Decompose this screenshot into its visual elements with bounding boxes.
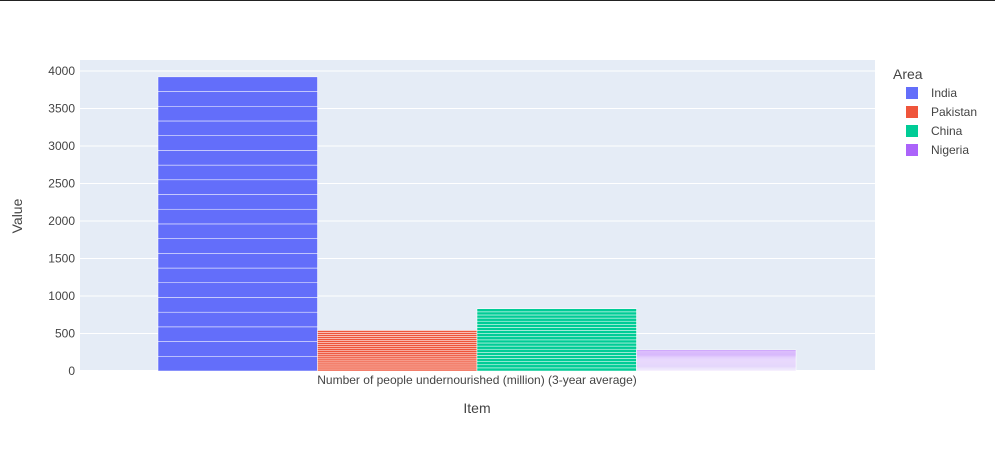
- y-tick-label: 3500: [48, 102, 75, 116]
- bar-segment: [157, 120, 318, 136]
- y-axis-title: Value: [9, 198, 25, 233]
- bar-segment: [476, 330, 637, 334]
- bar-segment: [317, 330, 478, 333]
- bar-segment: [157, 311, 318, 328]
- bar-segment: [476, 317, 637, 322]
- bar-segment: [317, 336, 478, 339]
- bar-segment: [476, 327, 637, 331]
- legend: Area India Pakistan China Nigeria: [893, 66, 977, 157]
- bar-segment: [317, 346, 478, 349]
- bars-group: [157, 76, 797, 372]
- bar-segment: [157, 253, 318, 269]
- bar-segment: [157, 164, 318, 181]
- bar-segment: [317, 332, 478, 335]
- y-tick-labels: 0 500 1000 1500 2000 2500 3000 3500 4000: [48, 64, 75, 378]
- bar-segment: [157, 106, 318, 122]
- bar-segment: [317, 360, 478, 364]
- bar-segment: [157, 282, 318, 298]
- bar-segment: [317, 356, 478, 360]
- x-category-label: Number of people undernourished (million…: [317, 373, 637, 387]
- bar-segment: [157, 267, 318, 284]
- bar-segment: [157, 76, 318, 92]
- legend-title: Area: [893, 66, 923, 82]
- bar-segment: [317, 354, 478, 358]
- legend-swatch-nigeria[interactable]: [906, 144, 918, 156]
- bar-segment: [476, 352, 637, 356]
- x-axis-title: Item: [463, 400, 490, 416]
- legend-label-china[interactable]: China: [931, 124, 963, 138]
- bar-segment: [476, 345, 637, 350]
- bar-segment: [157, 326, 318, 342]
- bar-segment: [476, 358, 637, 362]
- bar-segment: [157, 179, 318, 195]
- bar-segment: [157, 135, 318, 151]
- bar-segment: [157, 356, 318, 372]
- bar-china: [476, 308, 637, 372]
- bar-nigeria: [636, 349, 797, 372]
- bar-segment: [317, 344, 478, 347]
- bar-segment: [476, 364, 637, 369]
- bar-segment: [317, 338, 478, 341]
- y-tick-label: 0: [68, 364, 75, 378]
- y-tick-label: 2000: [48, 214, 75, 228]
- legend-label-pakistan[interactable]: Pakistan: [931, 105, 977, 119]
- bar-pakistan: [317, 330, 478, 372]
- top-border-line: [0, 0, 995, 1]
- legend-swatch-pakistan[interactable]: [906, 106, 918, 118]
- bar-segment: [157, 297, 318, 313]
- bar-segment: [157, 341, 318, 357]
- bar-segment: [636, 349, 797, 352]
- bar-segment: [317, 348, 478, 352]
- bar-segment: [476, 342, 637, 347]
- bar-segment: [317, 350, 478, 354]
- bar-segment: [317, 368, 478, 372]
- bar-segment: [476, 314, 637, 319]
- y-tick-label: 3000: [48, 139, 75, 153]
- legend-label-india[interactable]: India: [931, 86, 957, 100]
- bar-segment: [476, 361, 637, 366]
- bar-segment: [157, 150, 318, 166]
- bar-segment: [317, 366, 478, 370]
- y-tick-label: 500: [55, 327, 75, 341]
- bar-segment: [157, 194, 318, 210]
- bar-segment: [476, 308, 637, 313]
- bar-segment: [476, 348, 637, 353]
- bar-segment: [476, 355, 637, 359]
- bar-segment: [476, 336, 637, 341]
- legend-label-nigeria[interactable]: Nigeria: [931, 143, 969, 157]
- bar-segment: [157, 238, 318, 254]
- bar-segment: [317, 340, 478, 343]
- bar-segment: [157, 208, 318, 225]
- bar-segment: [317, 364, 478, 368]
- y-tick-label: 1500: [48, 252, 75, 266]
- bar-segment: [476, 367, 637, 372]
- bar-segment: [476, 324, 637, 328]
- bar-segment: [317, 362, 478, 366]
- bar-segment: [317, 358, 478, 362]
- bar-segment: [476, 333, 637, 338]
- y-tick-label: 1000: [48, 289, 75, 303]
- y-tick-label: 2500: [48, 177, 75, 191]
- bar-segment: [317, 342, 478, 345]
- bar-india: [157, 76, 318, 372]
- bar-segment: [157, 91, 318, 107]
- bar-segment: [476, 320, 637, 325]
- bar-segment: [317, 352, 478, 356]
- bar-segment: [476, 311, 637, 316]
- bar-segment: [157, 223, 318, 239]
- bar-segment: [317, 334, 478, 337]
- bar-segment: [476, 339, 637, 344]
- y-tick-label: 4000: [48, 64, 75, 78]
- legend-swatch-india[interactable]: [906, 87, 918, 99]
- legend-swatch-china[interactable]: [906, 125, 918, 137]
